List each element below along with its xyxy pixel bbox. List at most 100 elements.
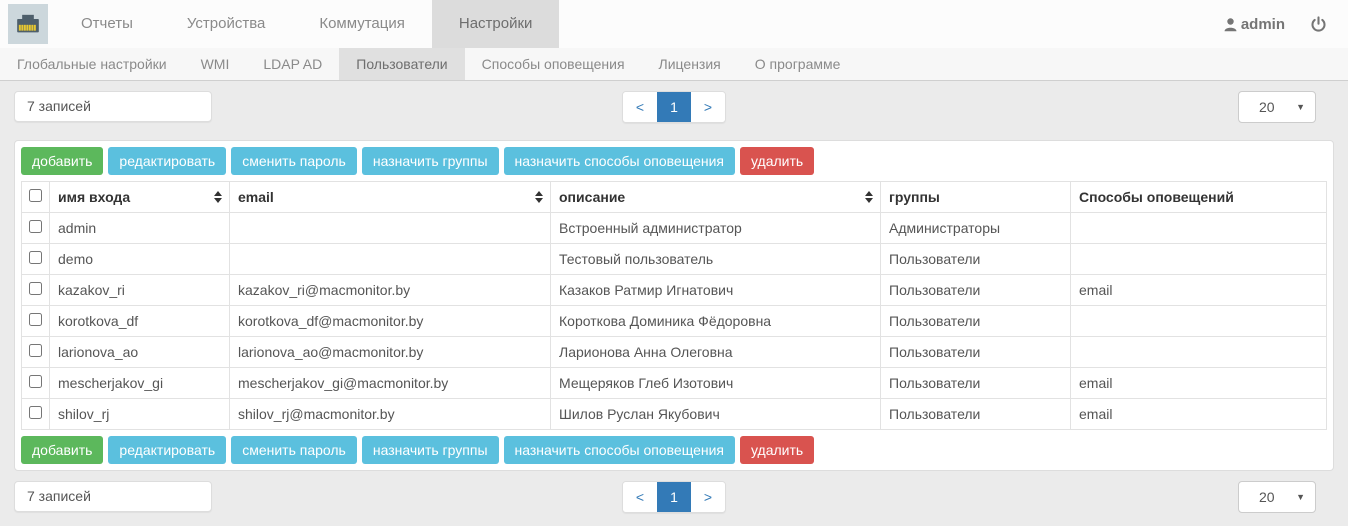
column-header[interactable]: группы — [880, 181, 1071, 213]
toolbar-bottom: добавить редактировать сменить пароль на… — [21, 430, 1327, 470]
table-row[interactable]: korotkova_df korotkova_df@macmonitor.by … — [21, 305, 1327, 337]
cell-groups: Пользователи — [880, 243, 1071, 275]
main-menu-item[interactable]: Устройства — [186, 15, 266, 32]
toolbar-button[interactable]: удалить — [740, 147, 815, 175]
chevron-down-icon: ▼ — [1296, 492, 1305, 502]
sort-icon[interactable] — [214, 191, 222, 203]
page-size-select-top[interactable]: 20 ▼ — [1238, 91, 1316, 123]
settings-submenu-item[interactable]: Лицензия — [658, 56, 721, 72]
row-checkbox-cell — [21, 274, 50, 306]
settings-submenu-item[interactable]: О программе — [754, 56, 841, 72]
column-header-label: email — [238, 189, 274, 205]
row-checkbox-cell — [21, 212, 50, 244]
toolbar-button[interactable]: назначить способы оповещения — [503, 147, 735, 175]
header-checkbox-cell — [21, 181, 50, 213]
cell-description: Мещеряков Глеб Изотович — [550, 367, 881, 399]
column-header-label: описание — [559, 189, 626, 205]
sort-icon[interactable] — [535, 191, 543, 203]
records-count-bottom: 7 записей — [14, 481, 212, 512]
table-row[interactable]: admin Встроенный администратор Администр… — [21, 212, 1327, 244]
settings-submenu-item[interactable]: WMI — [200, 56, 230, 72]
toolbar-button[interactable]: сменить пароль — [231, 147, 357, 175]
settings-submenu-item[interactable]: LDAP AD — [263, 56, 323, 72]
toolbar-button[interactable]: добавить — [21, 147, 104, 175]
cell-email: shilov_rj@macmonitor.by — [229, 398, 551, 430]
users-table: имя входа email описание группы — [21, 181, 1327, 430]
prev-page-button[interactable]: < — [623, 92, 657, 122]
settings-submenu: Глобальные настройки WMI LDAP AD Пользов… — [0, 48, 1348, 81]
settings-submenu-item[interactable]: Пользователи — [339, 48, 465, 80]
rj45-ethernet-icon — [13, 9, 43, 39]
table-row[interactable]: kazakov_ri kazakov_ri@macmonitor.by Каза… — [21, 274, 1327, 306]
page-number-button[interactable]: 1 — [657, 92, 691, 122]
select-all-checkbox[interactable] — [29, 189, 42, 202]
cell-notification-methods — [1070, 336, 1327, 368]
power-icon — [1309, 15, 1328, 34]
settings-submenu-item[interactable]: Способы оповещения — [481, 56, 625, 72]
table-row[interactable]: shilov_rj shilov_rj@macmonitor.by Шилов … — [21, 398, 1327, 430]
column-header[interactable]: описание — [550, 181, 881, 213]
row-checkbox[interactable] — [29, 220, 42, 233]
main-menu-item[interactable]: Настройки — [431, 0, 560, 48]
row-checkbox[interactable] — [29, 344, 42, 357]
cell-email: korotkova_df@macmonitor.by — [229, 305, 551, 337]
cell-notification-methods — [1070, 305, 1327, 337]
user-icon — [1222, 16, 1239, 33]
prev-page-button[interactable]: < — [623, 482, 657, 512]
bottom-controls-row: 7 записей < 1 > 20 ▼ — [14, 481, 1334, 513]
cell-email — [229, 243, 551, 275]
cell-groups: Пользователи — [880, 367, 1071, 399]
row-checkbox[interactable] — [29, 375, 42, 388]
cell-notification-methods: email — [1070, 274, 1327, 306]
row-checkbox[interactable] — [29, 313, 42, 326]
next-page-button[interactable]: > — [691, 92, 725, 122]
toolbar-button[interactable]: редактировать — [108, 147, 227, 175]
table-row[interactable]: mescherjakov_gi mescherjakov_gi@macmonit… — [21, 367, 1327, 399]
column-header-label: Способы оповещений — [1079, 189, 1234, 205]
cell-login: admin — [49, 212, 230, 244]
top-controls-row: 7 записей < 1 > 20 ▼ — [14, 91, 1334, 123]
cell-description: Встроенный администратор — [550, 212, 881, 244]
cell-notification-methods: email — [1070, 398, 1327, 430]
cell-login: mescherjakov_gi — [49, 367, 230, 399]
main-menu: Отчеты Устройства Коммутация Настройки — [54, 0, 560, 48]
row-checkbox-cell — [21, 367, 50, 399]
row-checkbox[interactable] — [29, 406, 42, 419]
toolbar-button[interactable]: удалить — [740, 436, 815, 464]
toolbar-button[interactable]: сменить пароль — [231, 436, 357, 464]
row-checkbox[interactable] — [29, 282, 42, 295]
toolbar-button[interactable]: редактировать — [108, 436, 227, 464]
cell-groups: Пользователи — [880, 336, 1071, 368]
cell-email — [229, 212, 551, 244]
settings-submenu-item[interactable]: Глобальные настройки — [17, 56, 167, 72]
column-header[interactable]: email — [229, 181, 551, 213]
toolbar-button[interactable]: добавить — [21, 436, 104, 464]
row-checkbox[interactable] — [29, 251, 42, 264]
main-menu-item[interactable]: Отчеты — [81, 15, 133, 32]
cell-description: Короткова Доминика Фёдоровна — [550, 305, 881, 337]
next-page-button[interactable]: > — [691, 482, 725, 512]
toolbar-button[interactable]: назначить группы — [361, 147, 499, 175]
table-row[interactable]: larionova_ao larionova_ao@macmonitor.by … — [21, 336, 1327, 368]
page-size-select-bottom[interactable]: 20 ▼ — [1238, 481, 1316, 513]
row-checkbox-cell — [21, 336, 50, 368]
main-menu-item[interactable]: Коммутация — [319, 15, 405, 32]
records-count-top: 7 записей — [14, 91, 212, 122]
page-number-button[interactable]: 1 — [657, 482, 691, 512]
sort-icon[interactable] — [865, 191, 873, 203]
page-size-value: 20 — [1259, 99, 1275, 115]
cell-email: larionova_ao@macmonitor.by — [229, 336, 551, 368]
toolbar-button[interactable]: назначить способы оповещения — [503, 436, 735, 464]
table-row[interactable]: demo Тестовый пользователь Пользователи — [21, 243, 1327, 275]
column-header[interactable]: имя входа — [49, 181, 230, 213]
cell-description: Ларионова Анна Олеговна — [550, 336, 881, 368]
toolbar-button[interactable]: назначить группы — [361, 436, 499, 464]
column-header[interactable]: Способы оповещений — [1070, 181, 1327, 213]
column-header-label: группы — [889, 189, 940, 205]
current-user[interactable]: admin — [1222, 0, 1309, 48]
cell-description: Казаков Ратмир Игнатович — [550, 274, 881, 306]
toolbar-top: добавить редактировать сменить пароль на… — [21, 141, 1327, 181]
app-logo[interactable] — [8, 4, 48, 44]
logout-button[interactable] — [1309, 0, 1348, 48]
cell-login: shilov_rj — [49, 398, 230, 430]
